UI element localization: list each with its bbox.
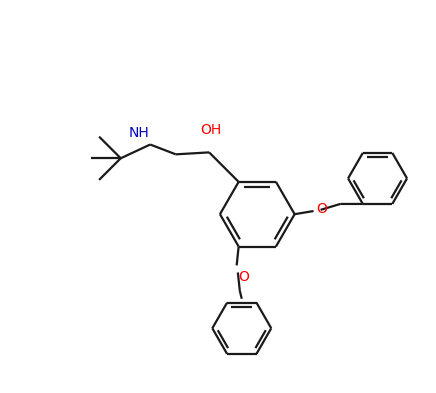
Text: OH: OH [201, 123, 222, 138]
Text: NH: NH [128, 126, 149, 140]
Text: O: O [238, 270, 249, 284]
Text: O: O [317, 202, 327, 216]
